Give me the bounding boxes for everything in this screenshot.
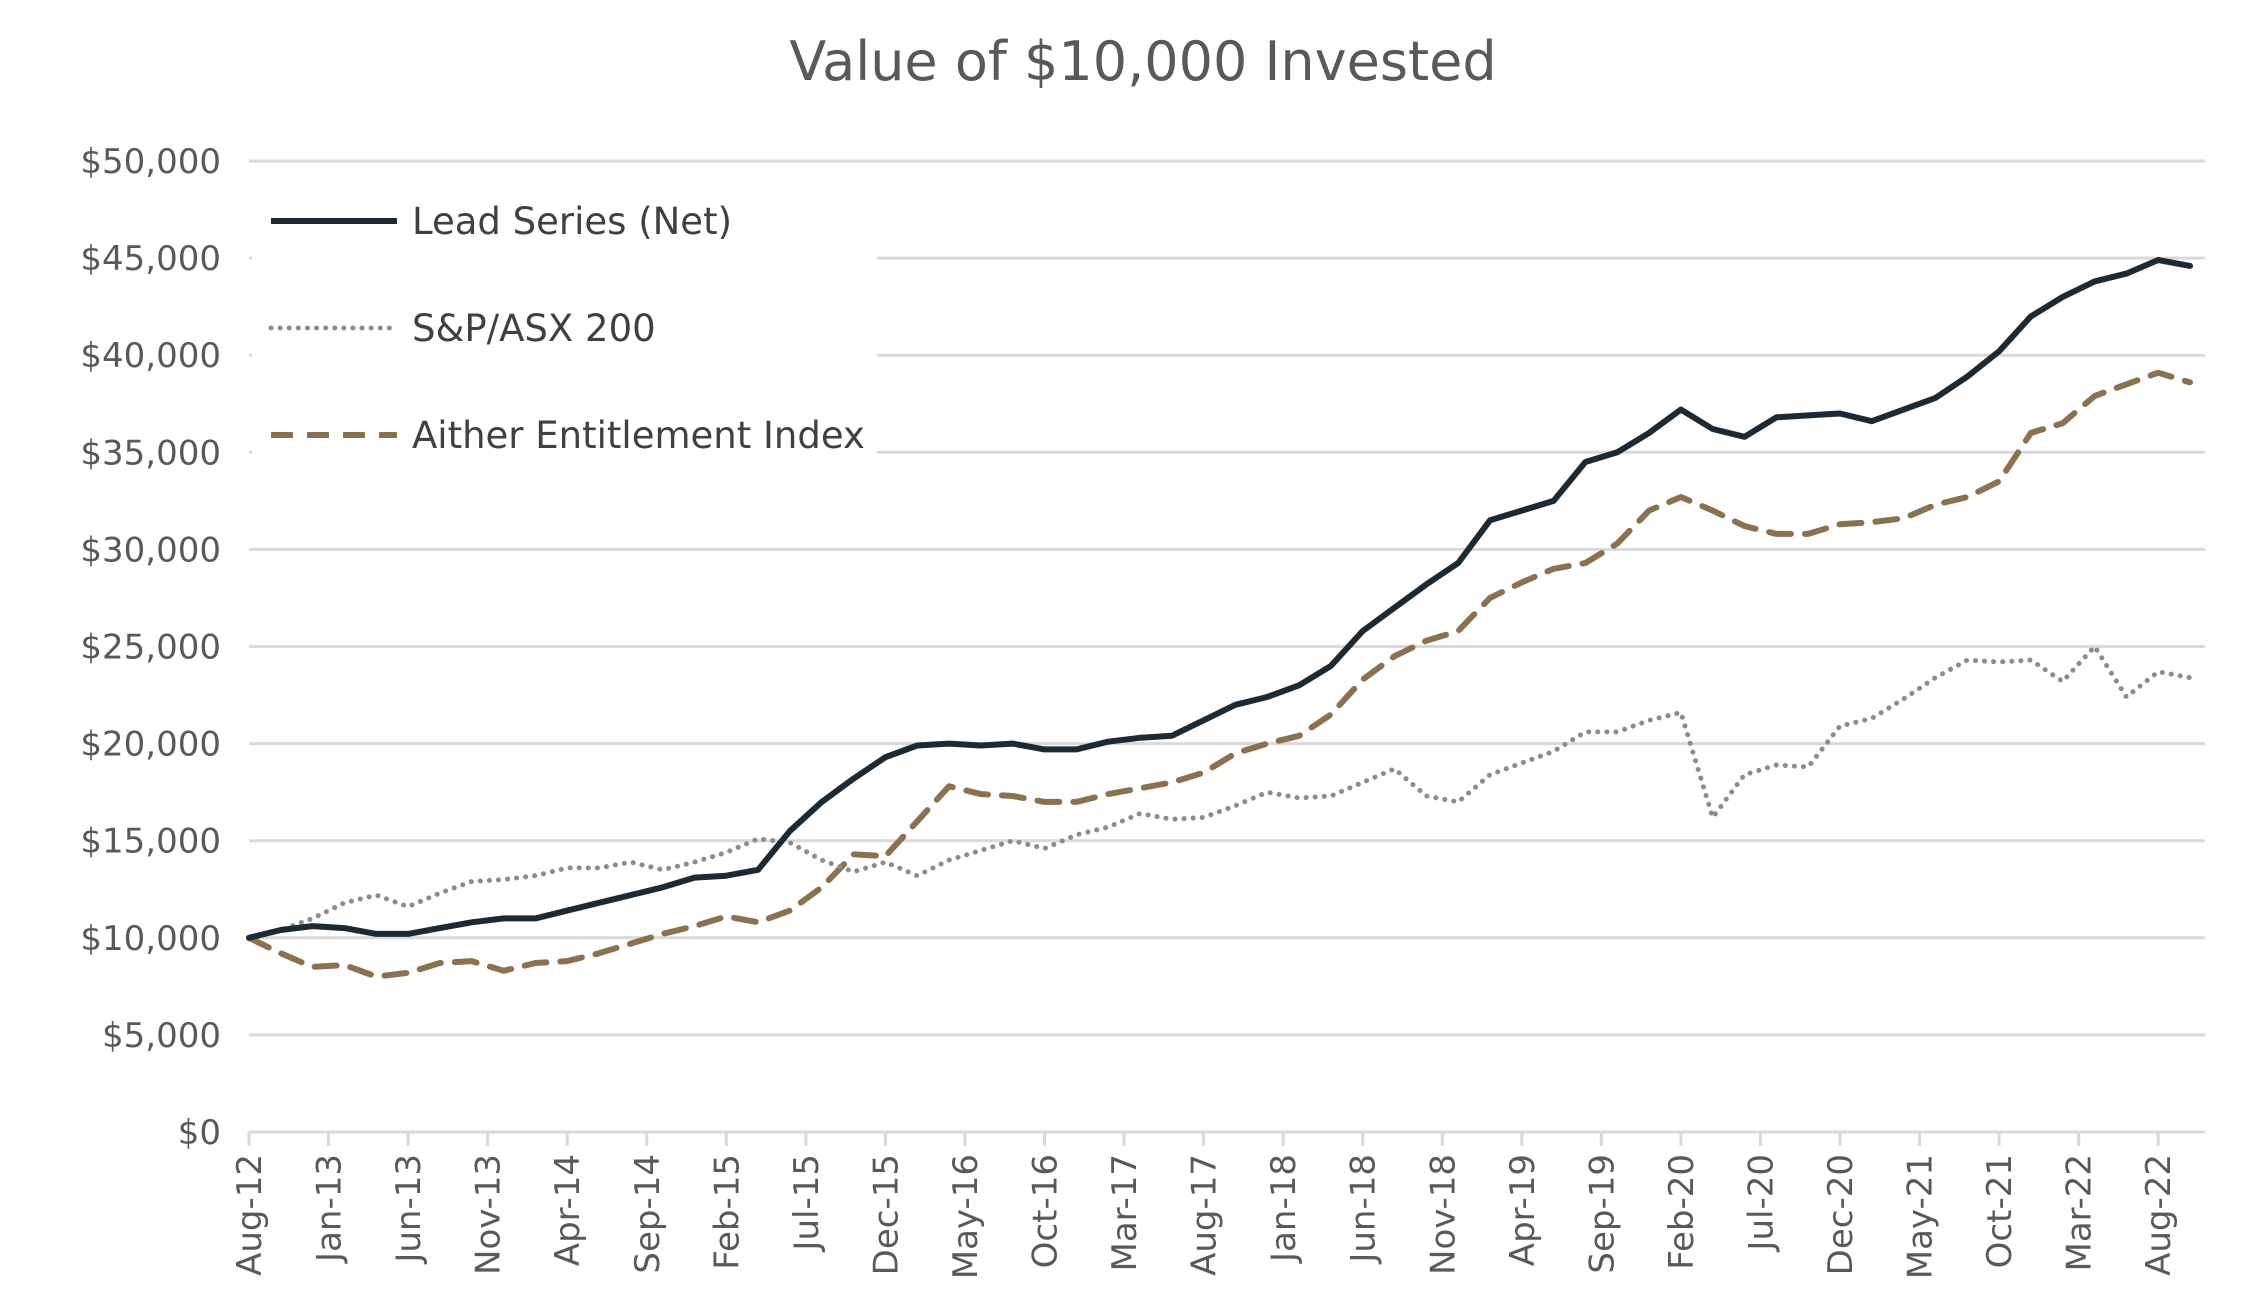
x-tick-label: Nov-18	[1423, 1154, 1463, 1275]
x-tick-label: Oct-16	[1026, 1154, 1066, 1268]
x-tick-label: May-21	[1901, 1154, 1941, 1279]
x-tick-label: Jul-15	[787, 1154, 827, 1253]
series-line-lead-series-net-	[246, 257, 2193, 941]
x-tick-label: Sep-14	[628, 1154, 668, 1274]
x-tick-label: Jan-13	[310, 1154, 350, 1264]
series-lines	[246, 257, 2193, 980]
x-tick-label: Mar-17	[1105, 1154, 1145, 1272]
x-tick-label: Jan-18	[1264, 1154, 1304, 1264]
x-tick-label: Jul-20	[1741, 1154, 1781, 1253]
y-tick-label: $40,000	[80, 336, 221, 376]
y-tick-label: $0	[178, 1113, 221, 1153]
series-line-s-p-asx-200	[246, 644, 2193, 941]
y-tick-label: $25,000	[80, 628, 221, 668]
y-tick-label: $20,000	[80, 725, 221, 765]
y-tick-label: $35,000	[80, 433, 221, 473]
x-tick-label: Feb-15	[707, 1154, 747, 1270]
y-tick-label: $30,000	[80, 530, 221, 570]
x-tick-label: Aug-17	[1185, 1154, 1225, 1276]
y-tick-label: $50,000	[80, 142, 221, 182]
x-tick-label: Nov-13	[469, 1154, 509, 1275]
x-tick-label: Aug-22	[2139, 1154, 2179, 1276]
x-tick-label: Mar-22	[2060, 1154, 2100, 1272]
x-tick-label: Sep-19	[1582, 1154, 1622, 1274]
x-tick-label: Apr-19	[1503, 1154, 1543, 1266]
x-tick-label: Dec-15	[866, 1154, 906, 1275]
x-tick-label: Oct-21	[1980, 1154, 2020, 1268]
gridlines	[247, 159, 2205, 1146]
legend-label-lead: Lead Series (Net)	[412, 200, 732, 243]
x-tick-label: May-16	[946, 1154, 986, 1279]
y-tick-label: $45,000	[80, 239, 221, 279]
y-tick-label: $15,000	[80, 822, 221, 862]
y-axis-labels: $0 $5,000 $10,000 $15,000 $20,000 $25,000 $30,…	[80, 142, 221, 1153]
x-tick-label: Apr-14	[548, 1154, 588, 1266]
x-tick-label: Feb-20	[1662, 1154, 1702, 1270]
x-tick-label: Dec-20	[1821, 1154, 1861, 1275]
y-tick-label: $5,000	[102, 1016, 221, 1056]
chart-title: Value of $10,000 Invested	[789, 30, 1496, 93]
series-line-aither-entitlement-index	[246, 369, 2193, 980]
legend-label-sp: S&P/ASX 200	[412, 307, 656, 350]
legend: Lead Series (Net) S&P/ASX 200 Aither Ent…	[252, 172, 877, 468]
legend-label-aither: Aither Entitlement Index	[412, 414, 865, 457]
x-tick-label: Jun-18	[1344, 1154, 1384, 1265]
x-axis-labels: Aug-12 Jan-13 Jun-13 Nov-13 Apr-14 Sep-14 Feb-…	[230, 1154, 2179, 1279]
x-tick-label: Jun-13	[389, 1154, 429, 1265]
y-tick-label: $10,000	[80, 919, 221, 959]
x-tick-label: Aug-12	[230, 1154, 270, 1276]
